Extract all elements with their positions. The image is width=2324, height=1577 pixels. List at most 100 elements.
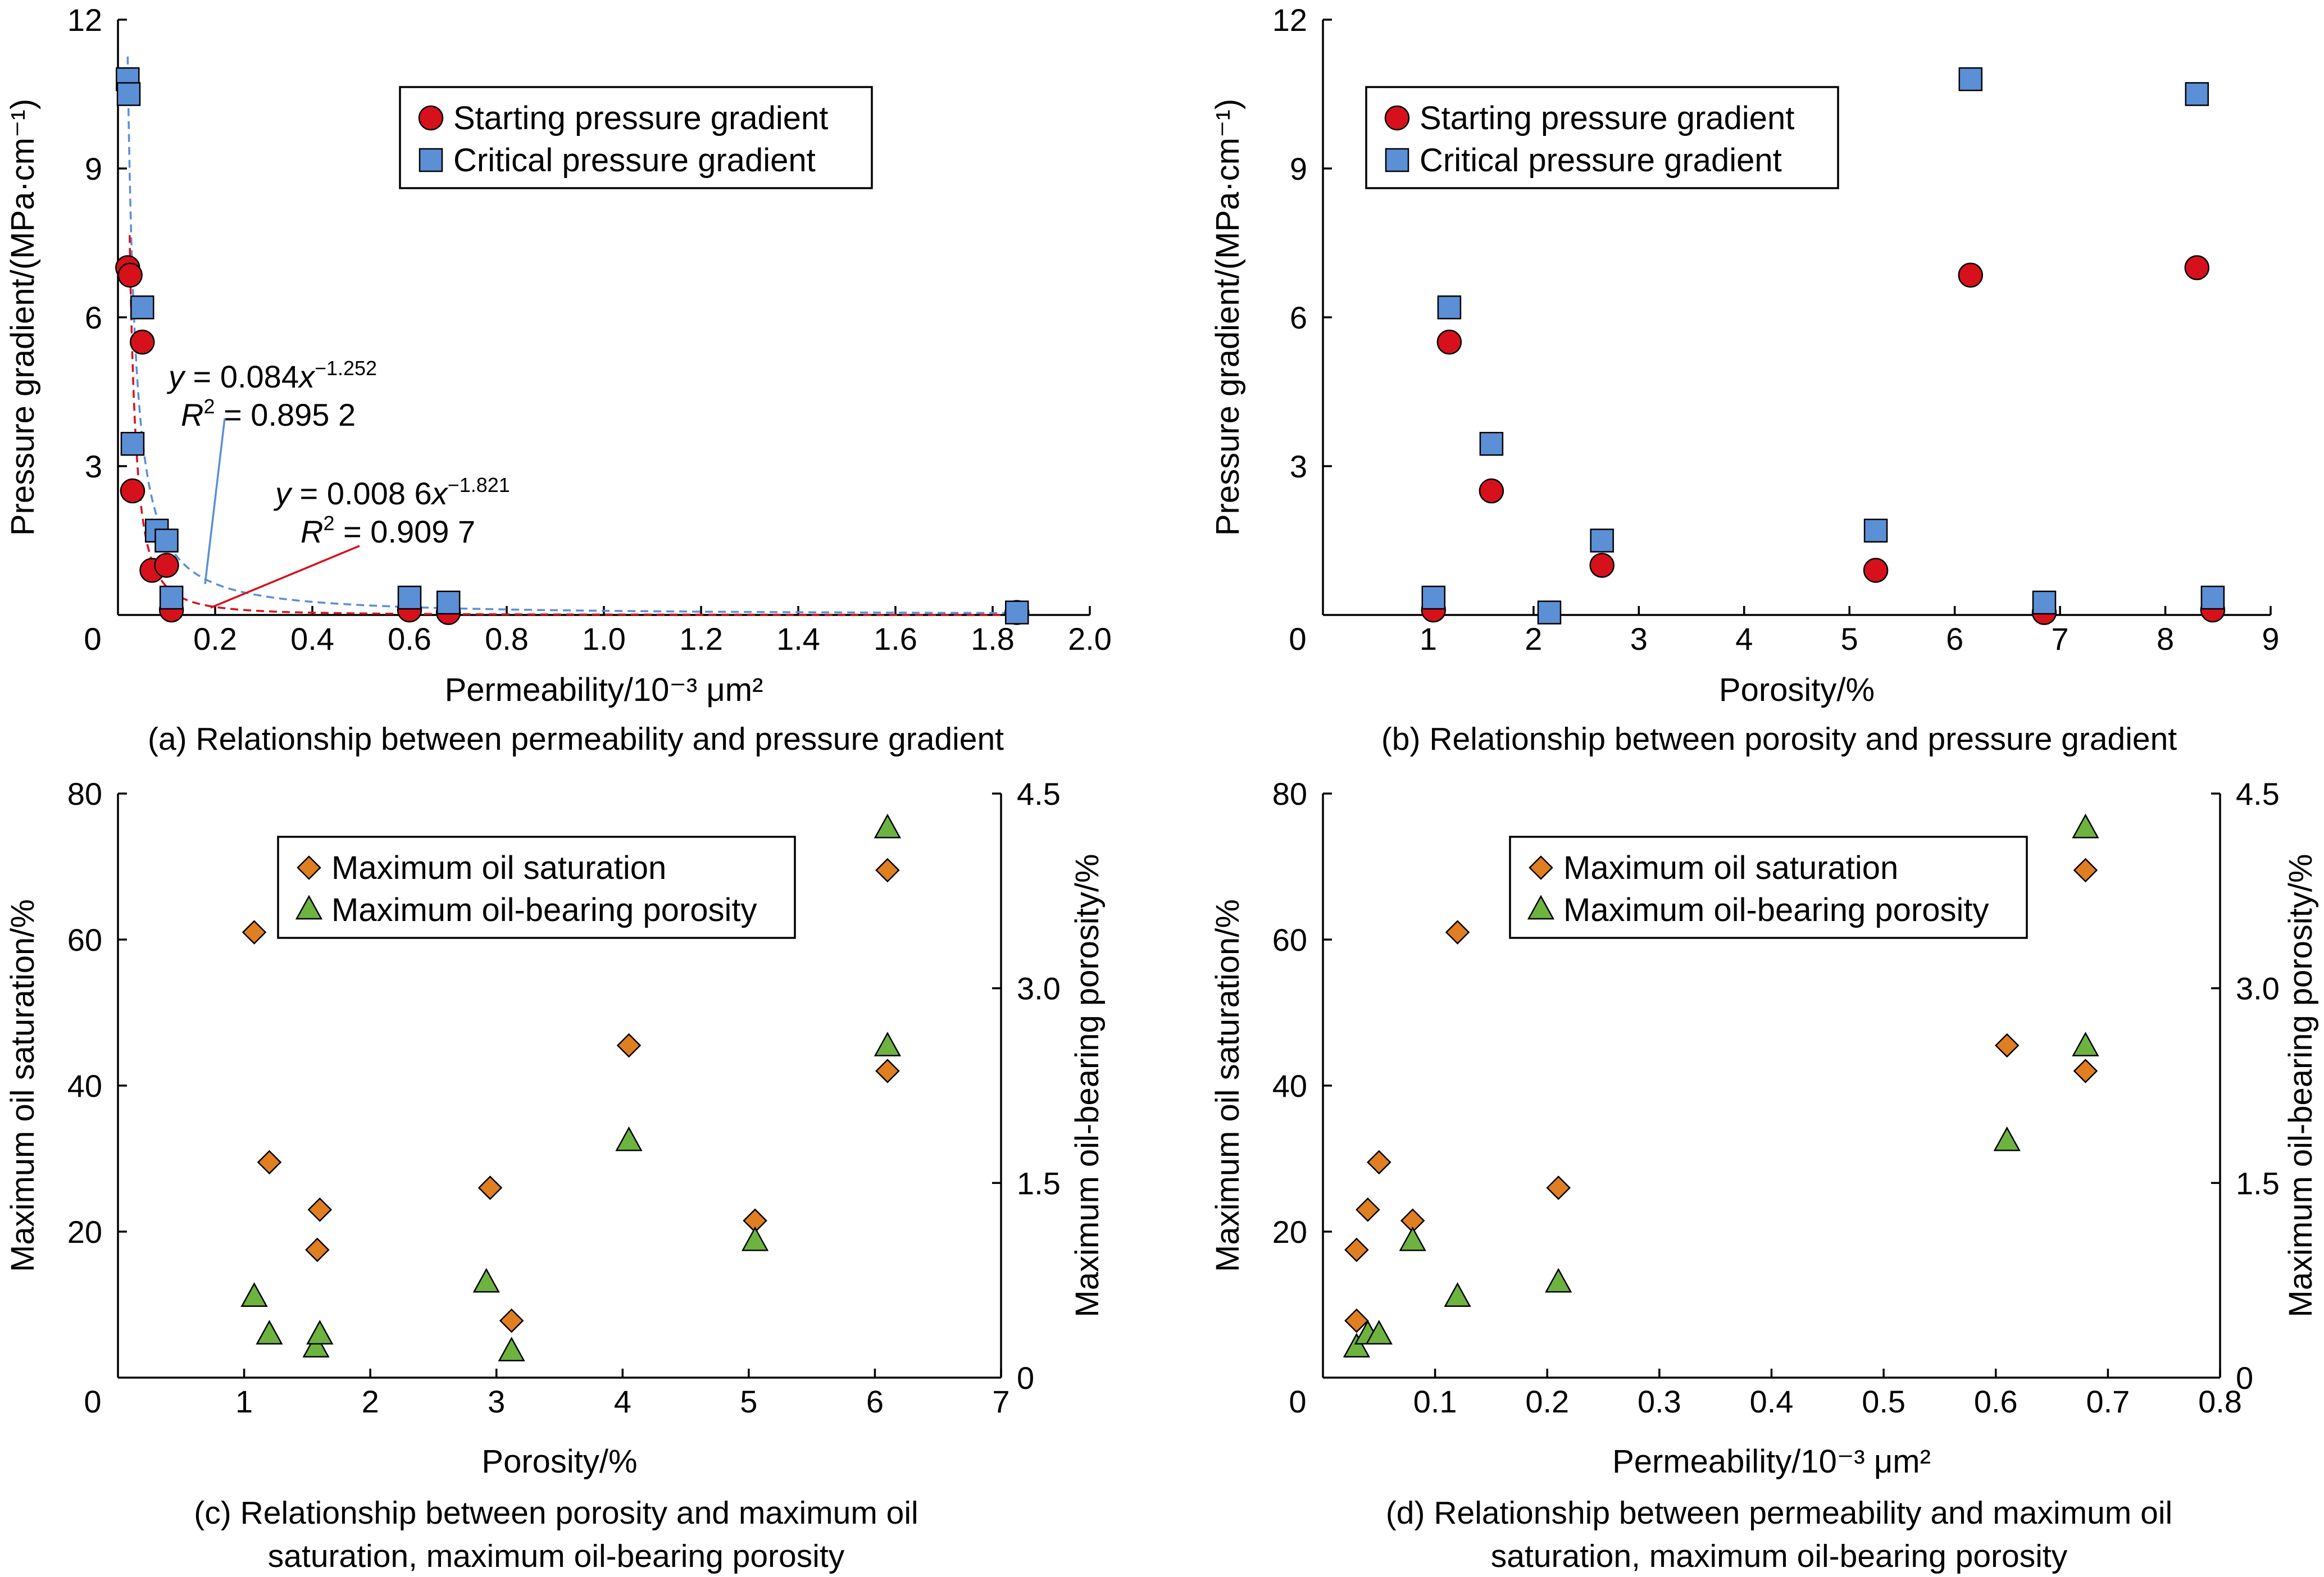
y2-tick-label: 1.5	[2236, 1165, 2280, 1201]
legend-box	[1365, 86, 1839, 189]
data-point-circle	[1863, 558, 1889, 583]
data-point-triangle	[498, 1337, 525, 1362]
svg-text:R2 = 0.909 7: R2 = 0.909 7	[301, 512, 475, 549]
data-point-circle	[1479, 478, 1504, 504]
data-point-circle	[130, 329, 155, 355]
legend: Maximum oil saturation Maximum oil-bearin…	[277, 836, 796, 939]
x-tick-label: 7	[2052, 621, 2069, 657]
panel-a: 0 0.2 0.4 0.6 0.8 1.0 1.2 1.4 1.6 1.8 2.0036912Per…	[4, 2, 1112, 708]
data-point-diamond	[2073, 1059, 2098, 1083]
y-tick-label: 6	[1290, 300, 1307, 335]
legend-marker	[1527, 895, 1555, 920]
x-tick-label: 0	[1289, 1384, 1306, 1419]
data-point-diamond	[499, 1308, 524, 1333]
eq-y-var: y	[273, 476, 293, 511]
data-point-diamond	[1546, 1175, 1571, 1200]
x-tick-label: 8	[2157, 621, 2174, 657]
data-point-square	[1437, 295, 1462, 320]
y-axis-title: Pressure gradient/(MPa·cm⁻¹)	[4, 99, 41, 536]
x-tick-label: 3	[488, 1384, 505, 1419]
x-tick-label: 0.1	[1413, 1384, 1457, 1419]
data-point-diamond	[2073, 858, 2098, 883]
y-tick-label: 20	[1272, 1214, 1307, 1250]
y-tick-label: 40	[1272, 1068, 1307, 1104]
y2-axis-title: Maximum oil-bearing porosity/%	[1069, 854, 1106, 1317]
legend-marker	[297, 855, 321, 880]
data-point-diamond	[1356, 1197, 1380, 1222]
r2-value: = 0.895 2	[215, 397, 356, 432]
x-tick-label: 1.2	[679, 621, 723, 657]
x-tick-label: 2	[362, 1384, 379, 1419]
x-tick-label: 0.4	[290, 621, 334, 657]
x-tick-label: 1	[1420, 621, 1437, 657]
fit-equation-starting: y = 0.008 6x−1.821 R2 = 0.909 7	[273, 473, 510, 549]
data-point-square	[2032, 590, 2057, 615]
y-tick-label: 0	[1289, 621, 1306, 657]
y-tick-label: 3	[1290, 449, 1307, 484]
x-tick-label: 2	[1525, 621, 1542, 657]
data-point-triangle	[1545, 1268, 1572, 1293]
data-point-diamond	[307, 1197, 333, 1222]
legend: Starting pressure gradient Critical press…	[399, 86, 873, 189]
data-point-diamond	[1344, 1308, 1369, 1333]
x-tick-label: 0.6	[388, 621, 431, 657]
x-tick-label: 0.2	[193, 621, 237, 657]
legend-marker	[418, 105, 444, 131]
x-tick-label: 4	[1735, 621, 1753, 657]
y-tick-label: 60	[1272, 922, 1307, 958]
data-point-diamond	[1994, 1033, 2020, 1058]
data-point-triangle	[1399, 1226, 1426, 1251]
x-tick-label: 0.8	[2198, 1384, 2242, 1419]
x-tick-label: 0.4	[1750, 1384, 1794, 1419]
y2-tick-label: 4.5	[2236, 776, 2280, 812]
x-axis-title: Porosity/%	[1719, 672, 1875, 708]
x-tick-label: 1.4	[776, 621, 820, 657]
legend: Maximum oil saturation Maximum oil-bearin…	[1509, 836, 2028, 939]
y-tick-label: 40	[67, 1068, 102, 1104]
data-point-circle	[1589, 553, 1614, 578]
x-tick-label: 0	[1289, 621, 1306, 657]
y2-axis-title: Maximum oil-bearing porosity/%	[2282, 854, 2319, 1317]
data-point-square	[159, 585, 184, 610]
legend-label: Starting pressure gradient	[1420, 100, 1794, 136]
svg-text:y = 0.008 6x−1.821: y = 0.008 6x−1.821	[273, 473, 510, 511]
x-tick-label: 5	[740, 1384, 757, 1419]
data-point-triangle	[615, 1126, 643, 1151]
data-point-square	[397, 585, 422, 610]
svg-text:R2 = 0.895 2: R2 = 0.895 2	[181, 395, 356, 432]
x-tick-label: 1.6	[874, 621, 917, 657]
data-point-circle	[2184, 255, 2210, 280]
data-point-triangle	[874, 1032, 901, 1056]
svg-text:y = 0.084x−1.252: y = 0.084x−1.252	[166, 357, 377, 394]
x-tick-label: 6	[1946, 621, 1963, 657]
data-point-square	[1958, 67, 1983, 92]
caption-a: (a) Relationship between permeability an…	[148, 721, 1004, 757]
caption-d-line1: (d) Relationship between permeability an…	[1386, 1495, 2172, 1531]
data-point-square	[154, 528, 179, 553]
data-point-triangle	[874, 813, 901, 838]
data-point-square	[2200, 585, 2225, 610]
data-point-triangle	[2072, 1032, 2099, 1056]
data-point-square	[2185, 82, 2209, 106]
y2-tick-label: 4.5	[1017, 776, 1061, 812]
data-point-triangle	[1365, 1320, 1393, 1344]
data-point-diamond	[257, 1150, 282, 1175]
y-axis-title: Maximum oil saturation/%	[4, 899, 41, 1272]
legend-marker	[1384, 105, 1410, 131]
legend: Starting pressure gradient Critical press…	[1365, 86, 1839, 189]
legend-marker	[419, 148, 443, 172]
r2-power: 2	[323, 512, 334, 535]
data-point-square	[116, 82, 141, 106]
r2-power: 2	[203, 395, 215, 418]
y-axis-title: Pressure gradient/(MPa·cm⁻¹)	[1209, 99, 1246, 536]
legend-label: Critical pressure gradient	[453, 142, 816, 179]
x-tick-label: 1.8	[971, 621, 1015, 657]
x-tick-label: 1.0	[582, 621, 626, 657]
data-point-circle	[117, 262, 143, 288]
data-point-diamond	[1344, 1237, 1369, 1262]
leader-line-starting	[210, 545, 360, 609]
eq-coef: = 0.008 6	[291, 476, 432, 511]
y-tick-label: 80	[1272, 776, 1307, 812]
data-point-circle	[154, 553, 179, 578]
